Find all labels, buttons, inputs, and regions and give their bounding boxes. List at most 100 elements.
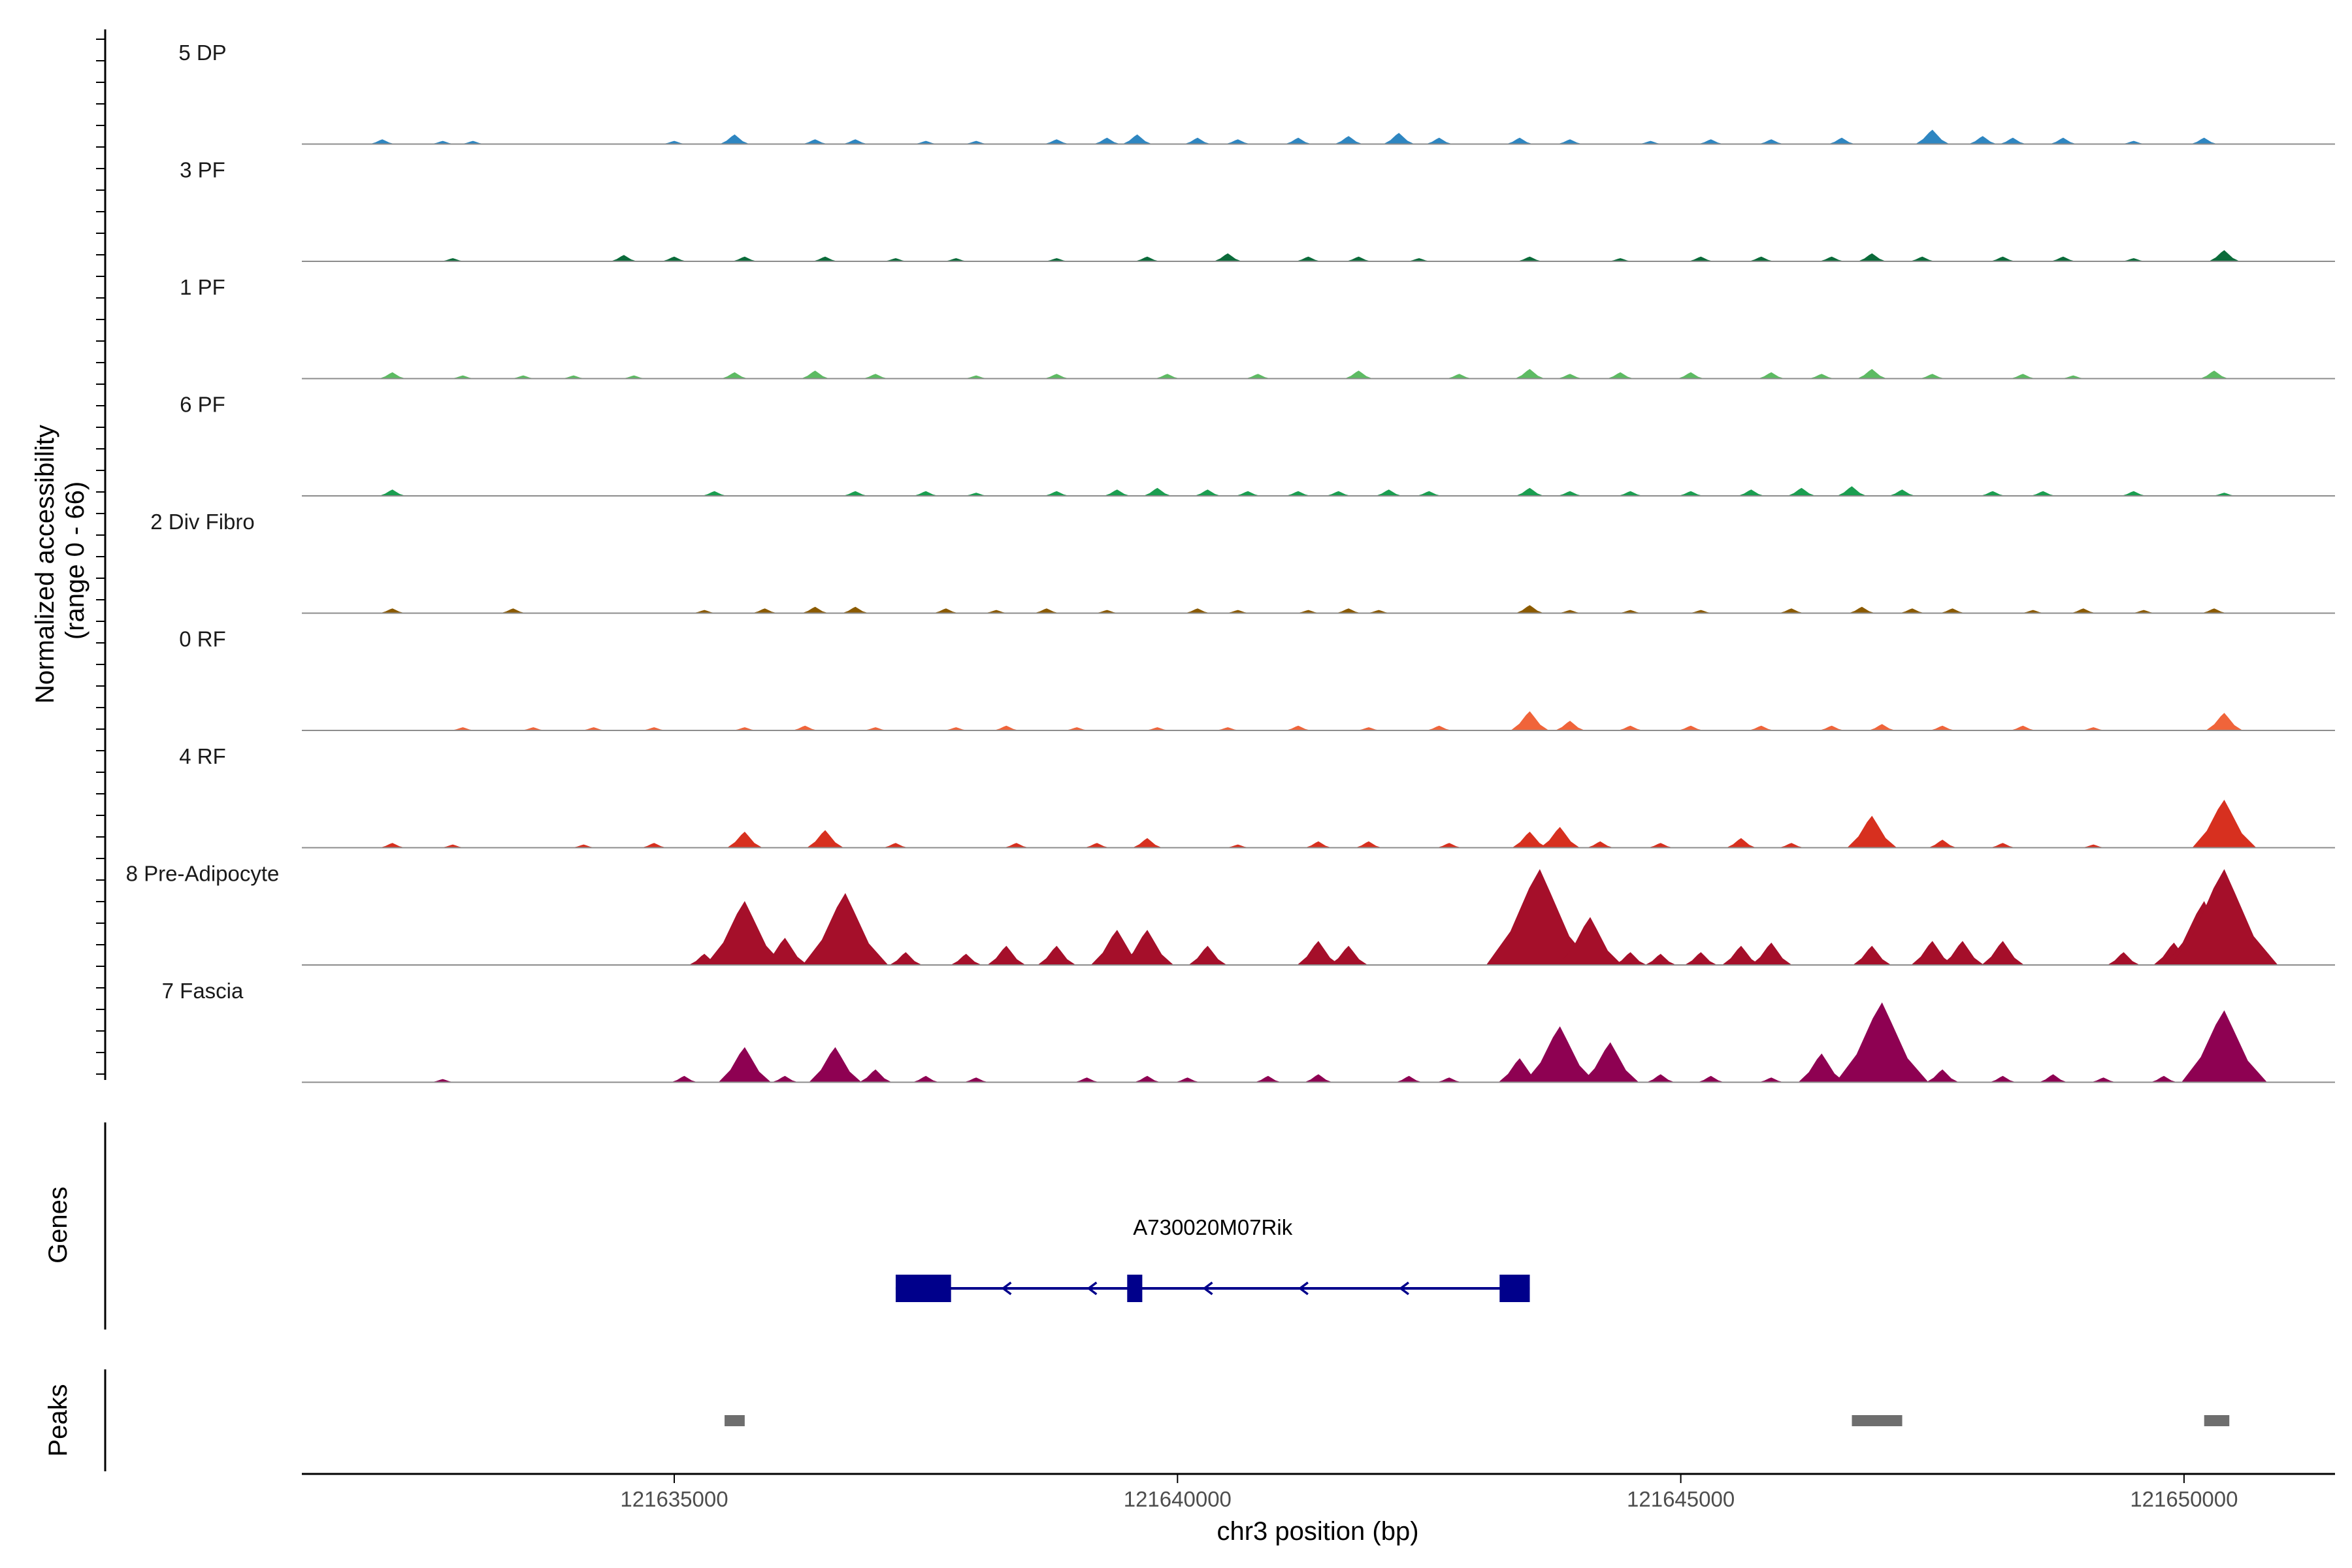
track-3-pf: 3 PF (180, 158, 2335, 262)
track-label: 7 Fascia (162, 979, 244, 1003)
coverage-peak (1759, 1077, 1784, 1083)
coverage-peak (1396, 1075, 1423, 1083)
coverage-peak (1819, 725, 1844, 730)
coverage-peak (1910, 256, 1935, 261)
coverage-peak (1045, 258, 1069, 261)
coverage-peak (1044, 139, 1070, 144)
track-label: 3 PF (180, 158, 225, 182)
genes-panel-title: Genes (44, 1186, 73, 1264)
coverage-peak (1646, 1074, 1675, 1083)
coverage-peak (693, 610, 717, 613)
coverage-peak (1213, 253, 1242, 261)
coverage-peak (2107, 952, 2140, 965)
coverage-peak (431, 140, 455, 144)
coverage-peak (1689, 610, 1713, 613)
peak-region (725, 1415, 745, 1426)
coverage-peak (1506, 137, 1533, 144)
coverage-peak (1143, 487, 1171, 496)
coverage-peak (987, 945, 1026, 965)
coverage-peak (889, 952, 923, 965)
coverage-peak (1678, 725, 1704, 730)
coverage-peak (572, 844, 596, 848)
coverage-peak (1558, 917, 1622, 965)
coverage-peak (1065, 727, 1089, 730)
coverage-peak (1869, 724, 1896, 730)
peak-region (2204, 1415, 2230, 1426)
coverage-peak (380, 843, 405, 848)
coverage-peak (1095, 610, 1119, 613)
coverage-peak (1216, 727, 1240, 730)
gene-label: A730020M07Rik (1133, 1215, 1292, 1239)
coverage-peak (1034, 608, 1060, 613)
coverage-peak (1511, 711, 1549, 730)
coverage-peak (1999, 137, 2027, 144)
coverage-peak (2200, 370, 2229, 379)
y-axis-title: Normalized accessibility (range 0 - 66) (31, 417, 90, 704)
coverage-peak (1296, 256, 1321, 261)
coverage-peak (1335, 608, 1362, 613)
coverage-peak (802, 606, 829, 613)
coverage-peak (2121, 491, 2147, 496)
coverage-peak (2208, 250, 2240, 261)
coverage-peak (641, 843, 667, 848)
coverage-peak (802, 139, 828, 144)
coverage-peak (2192, 800, 2257, 848)
strand-arrow (1001, 1281, 1012, 1296)
coverage-peak (1184, 137, 1211, 144)
coverage-peak (859, 1069, 892, 1083)
coverage-peak (964, 140, 988, 144)
strand-arrow (1399, 1281, 1410, 1296)
coverage-peak (719, 134, 750, 144)
coverage-peak (1847, 815, 1897, 848)
x-axis-title: chr3 position (bp) (1217, 1517, 1418, 1546)
coverage-peak (1184, 608, 1211, 613)
coverage-peak (1798, 1053, 1846, 1083)
coverage-peak (1618, 610, 1642, 613)
coverage-tracks: 5 DP 3 PF 1 PF 6 PF 2 Div Fibro 0 RF 4 RF 8 Pre… (126, 41, 2335, 1083)
coverage-peak (1345, 370, 1373, 379)
coverage-peak (2050, 137, 2077, 144)
coverage-peak (1722, 945, 1761, 965)
coverage-peak (772, 1075, 798, 1083)
coverage-peak (841, 606, 869, 613)
coverage-peak (883, 258, 908, 261)
coverage-peak (2082, 844, 2106, 848)
coverage-peak (1416, 491, 1442, 496)
track-2-div-fibro: 2 Div Fibro (150, 510, 2335, 614)
coverage-peak (1678, 491, 1704, 496)
coverage-peak (581, 727, 606, 730)
coverage-peak (561, 375, 586, 379)
coverage-peak (2212, 493, 2236, 496)
coverage-peak (913, 491, 939, 496)
coverage-peak (1326, 491, 1352, 496)
peak-region (1852, 1415, 1903, 1426)
coverage-peak (1750, 942, 1792, 965)
coverage-peak (1334, 136, 1363, 144)
coverage-peak (2082, 727, 2106, 730)
coverage-peak (1516, 487, 1544, 496)
coverage-peak (1748, 256, 1774, 261)
coverage-peak (1254, 1075, 1282, 1083)
coverage-peak (1645, 953, 1676, 965)
coverage-peak (2091, 1077, 2116, 1083)
coverage-peak (1226, 844, 1250, 848)
coverage-peak (1297, 941, 1340, 965)
coverage-peak (752, 608, 777, 613)
coverage-peak (671, 1075, 698, 1083)
coverage-peak (705, 901, 784, 965)
coverage-peak (2181, 1010, 2267, 1083)
coverage-peak (2061, 375, 2085, 379)
coverage-peak (964, 375, 988, 379)
coverage-peak (1375, 489, 1403, 496)
coverage-peak (379, 489, 406, 496)
coverage-peak (1688, 256, 1714, 261)
coverage-peak (1677, 372, 1705, 379)
coverage-peak (1188, 945, 1227, 965)
coverage-peak (1609, 258, 1633, 261)
coverage-peak (732, 727, 757, 730)
coverage-peak (801, 370, 830, 379)
coverage-peak (1697, 1075, 1725, 1083)
track-7-fascia: 7 Fascia (162, 979, 2335, 1083)
strand-arrow (1298, 1281, 1309, 1296)
coverage-peak (1524, 1026, 1596, 1083)
